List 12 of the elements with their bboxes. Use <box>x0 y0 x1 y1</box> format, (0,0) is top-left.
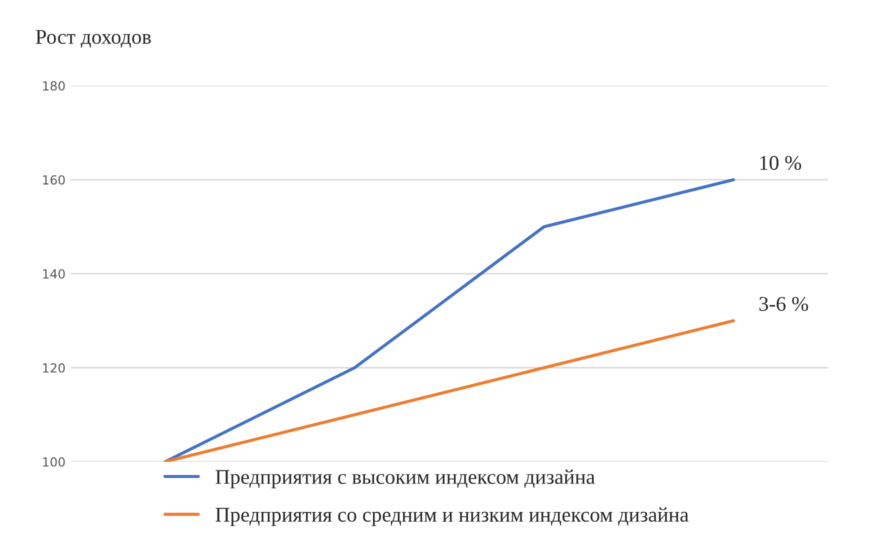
y-axis-title: Рост доходов <box>36 30 151 48</box>
line-series <box>164 178 735 462</box>
y-tick-label: 100 <box>43 457 65 467</box>
legend-label: Предприятия с высоким индексом дизайна <box>216 470 595 488</box>
y-tick-label: 120 <box>43 363 65 373</box>
y-tick-label: 160 <box>43 175 65 185</box>
annotation: 3-6 % <box>759 296 808 312</box>
legend-label: Предприятия со средним и низким индексом дизайна <box>216 507 689 526</box>
line-series <box>164 319 735 462</box>
annotation: 10 % <box>760 156 802 170</box>
y-tick-label: 140 <box>43 269 65 279</box>
y-tick-label: 180 <box>43 81 65 91</box>
